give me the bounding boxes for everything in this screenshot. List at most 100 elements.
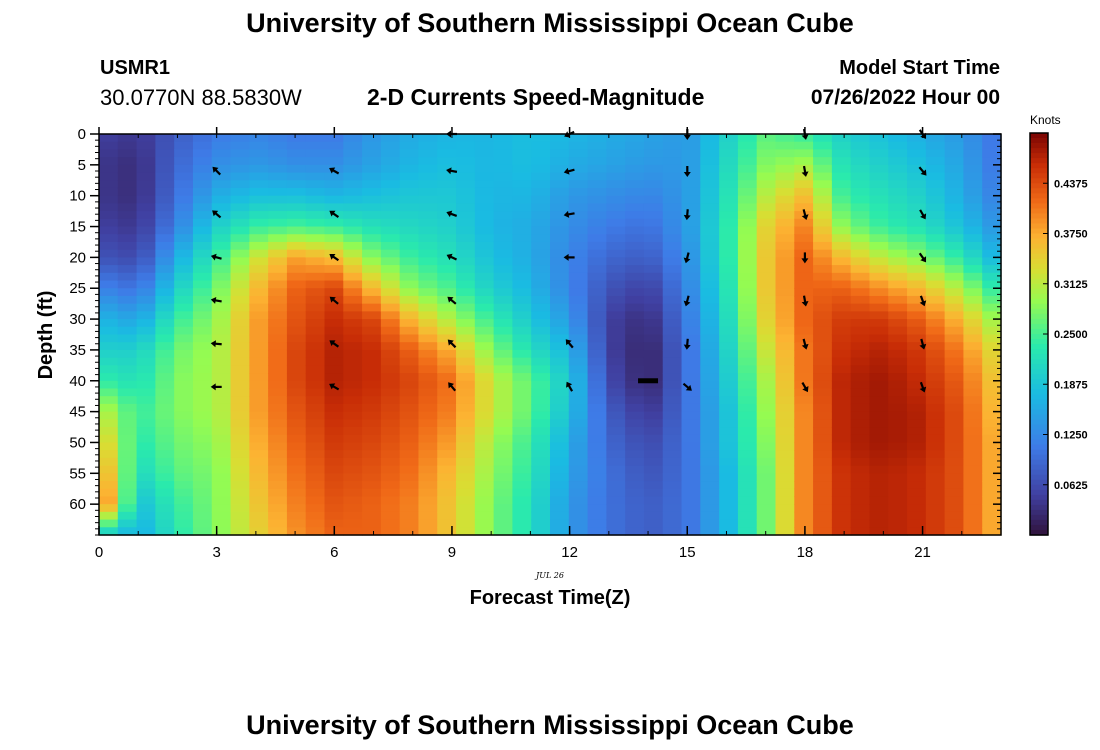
heatmap-cell bbox=[512, 295, 532, 305]
heatmap-cell bbox=[418, 149, 438, 158]
heatmap-cell bbox=[192, 187, 213, 197]
heatmap-cell bbox=[531, 365, 551, 374]
heatmap-cell bbox=[399, 249, 420, 258]
heatmap-cell bbox=[643, 342, 664, 351]
colorbar-segment bbox=[1030, 469, 1048, 476]
heatmap-cell bbox=[362, 411, 382, 420]
heatmap-cell bbox=[944, 427, 965, 436]
heatmap-cell bbox=[700, 411, 720, 420]
heatmap-cell bbox=[550, 164, 570, 174]
heatmap-cell bbox=[268, 527, 288, 536]
y-tick-label: 0 bbox=[78, 126, 86, 143]
heatmap-cell bbox=[324, 504, 344, 513]
heatmap-cell bbox=[963, 311, 983, 320]
heatmap-cell bbox=[305, 295, 326, 305]
heatmap-cell bbox=[963, 527, 983, 536]
heatmap-cell bbox=[775, 419, 795, 428]
heatmap-cell bbox=[192, 241, 213, 251]
heatmap-cell bbox=[155, 396, 175, 405]
heatmap-cell bbox=[850, 187, 871, 197]
heatmap-cell bbox=[305, 396, 326, 405]
heatmap-cell bbox=[117, 496, 138, 505]
heatmap-cell bbox=[249, 442, 269, 451]
heatmap-cell bbox=[944, 226, 965, 235]
heatmap-cell bbox=[831, 234, 852, 243]
heatmap-cell bbox=[437, 442, 457, 451]
heatmap-cell bbox=[362, 527, 382, 536]
heatmap-cell bbox=[888, 511, 908, 521]
heatmap-cell bbox=[305, 249, 326, 258]
heatmap-cell bbox=[662, 496, 683, 505]
heatmap-cell bbox=[380, 457, 401, 467]
heatmap-cell bbox=[249, 257, 269, 266]
heatmap-cell bbox=[831, 380, 852, 390]
heatmap-cell bbox=[662, 396, 683, 405]
heatmap-cell bbox=[324, 280, 344, 289]
heatmap-cell bbox=[888, 457, 908, 467]
heatmap-cell bbox=[831, 434, 852, 444]
heatmap-cell bbox=[850, 265, 871, 274]
heatmap-cell bbox=[531, 218, 551, 228]
heatmap-cell bbox=[211, 164, 232, 174]
heatmap-cell bbox=[662, 141, 683, 151]
heatmap-cell bbox=[756, 334, 777, 343]
heatmap-cell bbox=[437, 311, 457, 320]
colorbar-tick-label: 0.2500 bbox=[1054, 329, 1088, 341]
heatmap-cell bbox=[399, 434, 420, 444]
heatmap-cell bbox=[625, 380, 645, 390]
heatmap-cell bbox=[944, 272, 965, 282]
heatmap-cell bbox=[587, 457, 607, 467]
heatmap-cell bbox=[869, 311, 889, 320]
heatmap-cell bbox=[925, 365, 946, 374]
heatmap-cell bbox=[907, 164, 927, 174]
heatmap-cell bbox=[268, 272, 288, 282]
heatmap-cell bbox=[305, 218, 326, 228]
heatmap-cell bbox=[963, 519, 983, 528]
heatmap-cell bbox=[813, 465, 833, 474]
heatmap-cell bbox=[850, 257, 871, 266]
heatmap-cell bbox=[587, 195, 607, 204]
heatmap-cell bbox=[324, 149, 344, 158]
heatmap-cell bbox=[756, 288, 777, 297]
heatmap-cell bbox=[174, 396, 194, 405]
heatmap-cell bbox=[362, 457, 382, 467]
heatmap-cell bbox=[286, 187, 307, 197]
colorbar-segment bbox=[1030, 138, 1048, 144]
heatmap-cell bbox=[437, 234, 457, 243]
heatmap-cell bbox=[474, 195, 495, 204]
heatmap-cell bbox=[700, 427, 720, 436]
heatmap-cell bbox=[230, 334, 250, 343]
heatmap-cell bbox=[568, 187, 589, 197]
heatmap-cell bbox=[493, 203, 514, 212]
heatmap-cell bbox=[719, 303, 739, 312]
heatmap-cell bbox=[136, 311, 156, 320]
heatmap-cell bbox=[813, 473, 833, 482]
heatmap-cell bbox=[230, 234, 250, 243]
heatmap-cell bbox=[268, 473, 288, 482]
heatmap-cell bbox=[512, 303, 532, 312]
heatmap-cell bbox=[99, 504, 119, 513]
heatmap-cell bbox=[418, 481, 438, 490]
heatmap-cell bbox=[474, 403, 495, 413]
heatmap-cell bbox=[907, 450, 927, 459]
heatmap-cell bbox=[230, 187, 250, 197]
heatmap-cell bbox=[794, 319, 814, 328]
heatmap-cell bbox=[681, 249, 701, 258]
heatmap-cell bbox=[418, 342, 438, 351]
heatmap-cell bbox=[587, 180, 607, 189]
heatmap-cell bbox=[907, 434, 927, 444]
heatmap-cell bbox=[286, 450, 307, 459]
heatmap-cell bbox=[888, 403, 908, 413]
current-vector-arrow bbox=[683, 295, 691, 307]
heatmap-cell bbox=[568, 172, 589, 181]
heatmap-cell bbox=[850, 272, 871, 282]
heatmap-cell bbox=[831, 496, 852, 505]
heatmap-cell bbox=[343, 157, 363, 166]
heatmap-cell bbox=[418, 249, 438, 258]
heatmap-cell bbox=[662, 187, 683, 197]
heatmap-cell bbox=[869, 373, 889, 382]
heatmap-cell bbox=[606, 442, 626, 451]
heatmap-cell bbox=[700, 442, 720, 451]
heatmap-cell bbox=[456, 380, 476, 390]
heatmap-cell bbox=[625, 134, 645, 143]
